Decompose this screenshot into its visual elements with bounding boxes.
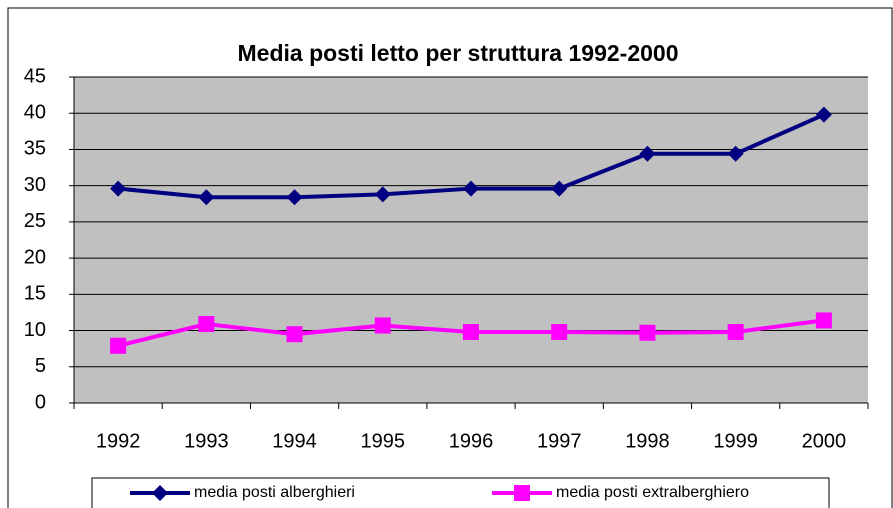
legend-marker <box>152 485 168 501</box>
marker <box>286 189 303 206</box>
x-tick-label: 1998 <box>625 430 670 452</box>
legend-marker <box>514 485 530 501</box>
marker <box>374 186 391 203</box>
marker <box>639 324 656 341</box>
marker <box>286 326 303 343</box>
y-tick-label: 10 <box>24 319 46 341</box>
marker <box>110 180 127 197</box>
marker <box>727 145 744 162</box>
x-tick-label: 1992 <box>96 430 141 452</box>
x-tick-label: 1994 <box>272 430 317 452</box>
y-tick-label: 15 <box>24 283 46 305</box>
legend-label: media posti extralberghiero <box>556 484 749 501</box>
marker <box>727 324 744 341</box>
x-tick-label: 1999 <box>713 430 758 452</box>
plot-area <box>74 77 868 403</box>
x-tick-label: 1996 <box>449 430 494 452</box>
x-tick-label: 1997 <box>537 430 582 452</box>
marker <box>639 145 656 162</box>
marker <box>463 180 479 197</box>
marker <box>551 180 568 197</box>
x-tick-label: 2000 <box>802 430 847 452</box>
y-tick-label: 40 <box>24 102 46 124</box>
marker <box>198 189 215 206</box>
marker <box>374 317 391 334</box>
marker <box>463 324 479 341</box>
x-tick-label: 1995 <box>361 430 406 452</box>
legend-label: media posti alberghieri <box>194 484 355 501</box>
y-tick-label: 30 <box>24 174 46 196</box>
y-tick-label: 25 <box>24 210 46 232</box>
y-tick-label: 20 <box>24 246 46 268</box>
y-tick-label: 5 <box>35 355 46 377</box>
marker <box>815 312 832 329</box>
x-tick-label: 1993 <box>184 430 229 452</box>
y-tick-label: 0 <box>35 391 46 413</box>
marker <box>815 106 832 123</box>
legend <box>91 477 830 508</box>
marker <box>198 316 215 333</box>
marker <box>110 337 127 354</box>
y-tick-label: 45 <box>24 65 46 87</box>
y-tick-label: 35 <box>24 138 46 160</box>
marker <box>551 324 568 341</box>
chart-title: Media posti letto per struttura 1992-200… <box>238 40 679 66</box>
